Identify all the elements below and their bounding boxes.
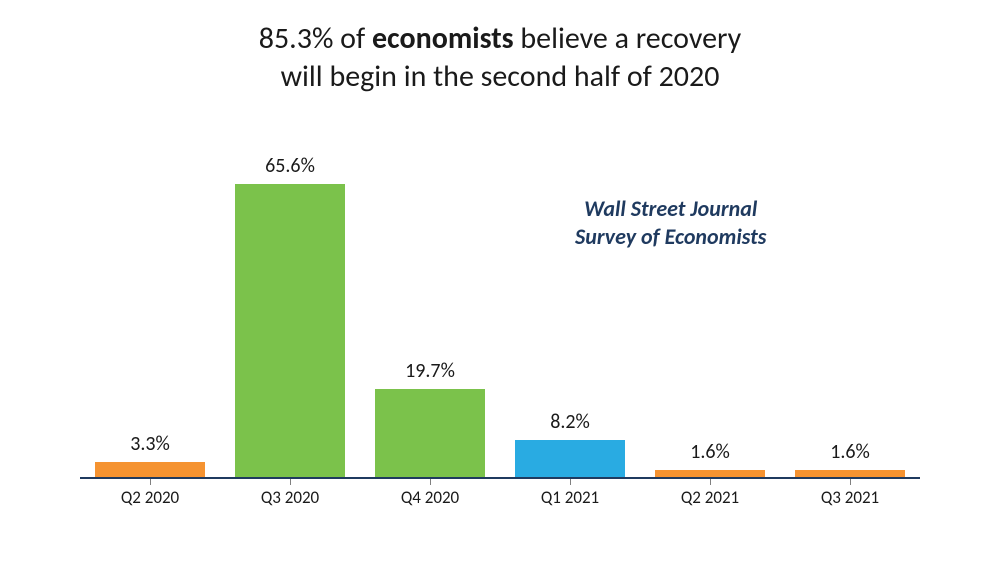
x-tick: Q4 2020 [360, 479, 500, 509]
bar-slot: 1.6% [780, 155, 920, 477]
plot-area: 3.3%65.6%19.7%8.2%1.6%1.6% [80, 155, 920, 479]
bar [95, 462, 204, 477]
bar-slot: 19.7% [360, 155, 500, 477]
tick-mark [150, 479, 151, 485]
tick-mark [430, 479, 431, 485]
x-tick: Q3 2021 [780, 479, 920, 509]
x-tick: Q3 2020 [220, 479, 360, 509]
bars-row: 3.3%65.6%19.7%8.2%1.6%1.6% [80, 155, 920, 477]
tick-mark [290, 479, 291, 485]
bar [235, 184, 344, 477]
bar-value-label: 19.7% [360, 359, 500, 383]
tick-mark [850, 479, 851, 485]
annotation-line1: Wall Street Journal [584, 195, 757, 222]
x-tick: Q2 2021 [640, 479, 780, 509]
bar-slot: 65.6% [220, 155, 360, 477]
source-annotation: Wall Street Journal Survey of Economists [575, 195, 766, 250]
chart-title-line1: 85.3% of economists believe a recovery [0, 20, 1000, 58]
tick-mark [710, 479, 711, 485]
bar-value-label: 8.2% [500, 410, 640, 434]
bar [375, 389, 484, 477]
chart-title-line2: will begin in the second half of 2020 [0, 58, 1000, 96]
tick-mark [570, 479, 571, 485]
title-l1-prefix: 85.3% of [259, 20, 372, 57]
annotation-line2: Survey of Economists [575, 223, 766, 250]
title-l1-bold: economists [372, 20, 514, 57]
chart-container: 3.3%65.6%19.7%8.2%1.6%1.6% Q2 2020Q3 202… [80, 155, 920, 515]
chart-title: 85.3% of economists believe a recovery w… [0, 0, 1000, 95]
x-tick: Q2 2020 [80, 479, 220, 509]
bar-value-label: 1.6% [780, 440, 920, 464]
bar-slot: 3.3% [80, 155, 220, 477]
bar-value-label: 1.6% [640, 440, 780, 464]
bar-value-label: 3.3% [80, 432, 220, 456]
bar [515, 440, 624, 477]
title-l1-suffix: believe a recovery [514, 20, 742, 57]
bar-value-label: 65.6% [220, 154, 360, 178]
bar [795, 470, 904, 477]
x-tick: Q1 2021 [500, 479, 640, 509]
bar [655, 470, 764, 477]
x-axis: Q2 2020Q3 2020Q4 2020Q1 2021Q2 2021Q3 20… [80, 479, 920, 509]
